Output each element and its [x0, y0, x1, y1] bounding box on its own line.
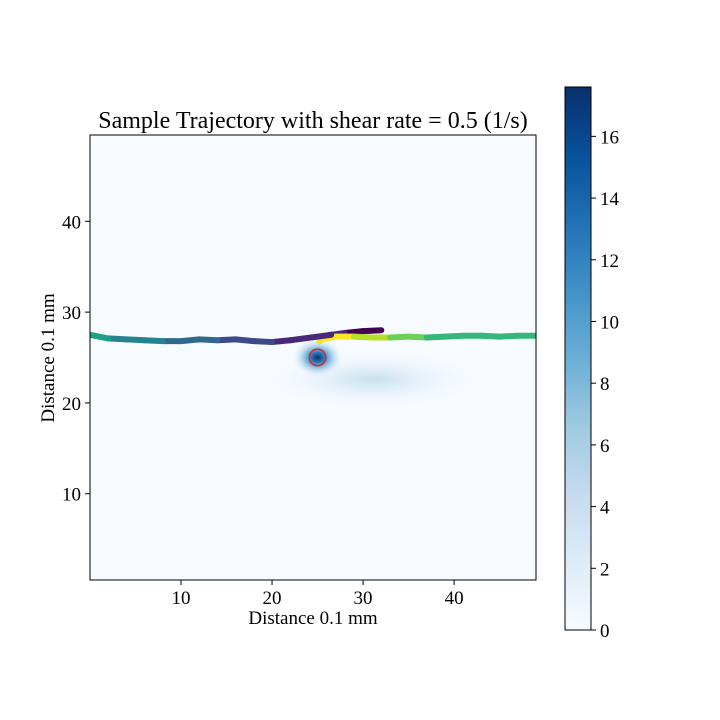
- trajectory-segment: [105, 335, 130, 343]
- x-tick-label: 40: [445, 588, 464, 609]
- x-tick-label: 30: [354, 588, 373, 609]
- y-tick-label: 40: [62, 212, 81, 233]
- y-axis-label: Distance 0.1 mm: [38, 293, 59, 423]
- y-tick-label: 10: [62, 485, 81, 506]
- y-axis: 10 20 30 40: [62, 212, 90, 506]
- trajectory-segment: [269, 337, 294, 346]
- y-tick-label: 30: [62, 303, 81, 324]
- y-tick-label: 20: [62, 394, 81, 415]
- trajectory-segment: [360, 327, 385, 335]
- colorbar-gradient: [564, 86, 592, 631]
- trajectory-segment: [196, 336, 221, 344]
- x-tick-label: 10: [172, 588, 191, 609]
- trajectory-segment: [123, 336, 148, 344]
- colorbar-tick-label: 2: [600, 559, 610, 580]
- trajectory-segment: [178, 336, 203, 345]
- concentration-plume-core: [291, 337, 344, 378]
- plot-frame: [89, 134, 537, 581]
- colorbar: 0 2 4 6 8 10 12 14 16: [564, 86, 620, 642]
- trajectory-segment: [141, 337, 166, 345]
- colorbar-tick-label: 8: [600, 374, 610, 395]
- trajectory-segment: [214, 336, 239, 344]
- trajectory-segment: [405, 333, 430, 341]
- trajectory-segment: [250, 338, 276, 346]
- colorbar-tick-label: 16: [600, 127, 619, 148]
- trajectory-segment: [387, 333, 412, 341]
- chart-title: Sample Trajectory with shear rate = 0.5 …: [98, 108, 527, 134]
- trajectory-path: [90, 327, 536, 346]
- trajectory-segment: [441, 332, 467, 340]
- trajectory-segment: [496, 332, 521, 340]
- trajectory-segment: [423, 333, 448, 341]
- trajectory-segment: [350, 333, 376, 341]
- trajectory-segment: [478, 332, 503, 340]
- x-axis: 10 20 30 40: [172, 580, 464, 609]
- colorbar-tick-label: 6: [600, 436, 610, 457]
- colorbar-ticks: 0 2 4 6 8 10 12 14 16: [591, 127, 620, 642]
- colorbar-tick-label: 12: [600, 251, 619, 272]
- plot-area: 10 20 30 40 10 20 30 40: [62, 134, 537, 609]
- trajectory-segment: [287, 331, 335, 344]
- trajectory-segment: [232, 336, 257, 345]
- colorbar-tick-label: 4: [600, 498, 610, 519]
- trajectory-segment: [90, 331, 112, 342]
- source-marker-circle: [308, 348, 327, 367]
- colorbar-tick-label: 14: [600, 189, 620, 210]
- colorbar-tick-label: 0: [600, 621, 610, 642]
- x-axis-label: Distance 0.1 mm: [248, 608, 378, 629]
- x-tick-label: 20: [263, 588, 282, 609]
- colorbar-tick-label: 10: [600, 312, 619, 333]
- trajectory-segment: [341, 328, 367, 336]
